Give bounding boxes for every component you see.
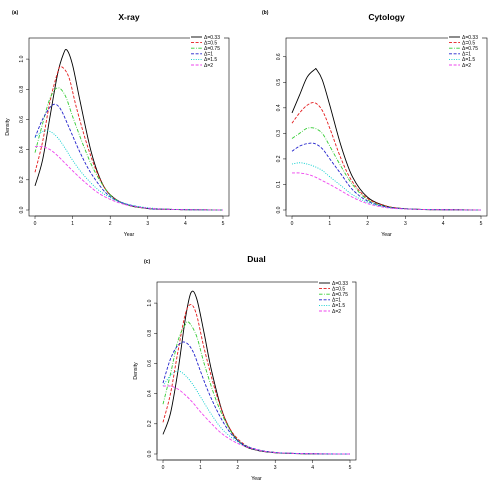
x-axis-label: Year	[251, 476, 262, 482]
series-line-1	[291, 67, 482, 211]
series-line-5	[34, 130, 224, 211]
legend-background	[190, 34, 224, 70]
series-line-2	[291, 102, 482, 211]
y-tick-label: 0.1	[276, 181, 282, 188]
y-tick-label: 0.2	[276, 155, 282, 162]
series-line-3	[162, 321, 351, 455]
y-tick-label: 0.6	[147, 360, 153, 367]
x-tick-label: 3	[404, 221, 407, 227]
series-line-2	[34, 65, 224, 211]
y-tick-label: 0.6	[19, 116, 25, 123]
y-axis-label: Density	[5, 118, 11, 136]
x-tick-label: 5	[480, 221, 483, 227]
series-line-1	[34, 48, 224, 211]
legend-label: Δ=1.5	[332, 303, 345, 309]
series-line-5	[291, 162, 482, 211]
legend-label: Δ=1.5	[462, 57, 475, 63]
legend-label: Δ=0.75	[204, 46, 220, 52]
x-tick-label: 2	[109, 221, 112, 227]
x-tick-label: 5	[222, 221, 225, 227]
legend-label: Δ=0.5	[204, 40, 217, 46]
x-tick-label: 1	[71, 221, 74, 227]
legend-background	[318, 280, 352, 316]
series-line-4	[34, 103, 224, 211]
x-tick-label: 0	[162, 465, 165, 471]
x-tick-label: 4	[311, 465, 314, 471]
legend-label: Δ=2	[204, 63, 213, 69]
y-tick-label: 0.5	[276, 79, 282, 86]
y-tick-label: 1.0	[147, 299, 153, 306]
y-tick-label: 0.4	[276, 104, 282, 111]
chart-panel-3: (c) Dual 0 1 2 3 4 5 0.0 0.2 0.4 0.6 0.8 1.0 Year Densi…	[133, 254, 357, 482]
legend: Δ=0.33Δ=0.5Δ=0.75Δ=1Δ=1.5Δ=2	[190, 34, 224, 70]
series-line-4	[162, 341, 351, 455]
legend-label: Δ=2	[462, 63, 471, 69]
legend-label: Δ=0.33	[332, 281, 348, 287]
legend-label: Δ=0.33	[462, 35, 478, 41]
x-axis-label: Year	[381, 232, 392, 238]
x-tick-label: 1	[199, 465, 202, 471]
y-tick-label: 0.8	[19, 86, 25, 93]
y-tick-label: 0.2	[147, 420, 153, 427]
chart-title: Dual	[247, 254, 265, 264]
chart-panel-2: (b) Cytology 0 1 2 3 4 5 0.0 0.1 0.2 0.3 0.4 0.5 0.6 Ye…	[262, 10, 488, 238]
y-axis-label: Density	[133, 362, 139, 380]
y-tick-label: 0.6	[276, 53, 282, 60]
y-tick-label: 0.4	[19, 146, 25, 153]
legend-label: Δ=0.33	[204, 35, 220, 41]
panel-tag: (b)	[262, 10, 269, 16]
legend-label: Δ=0.5	[462, 40, 475, 46]
y-tick-label: 0.3	[276, 130, 282, 137]
y-tick-label: 0.4	[147, 390, 153, 397]
x-tick-label: 0	[291, 221, 294, 227]
legend: Δ=0.33Δ=0.5Δ=0.75Δ=1Δ=1.5Δ=2	[318, 280, 352, 316]
legend-background	[448, 34, 482, 70]
series-line-5	[162, 370, 351, 455]
series-line-2	[162, 304, 351, 455]
x-tick-label: 1	[328, 221, 331, 227]
series-line-6	[34, 145, 224, 211]
legend: Δ=0.33Δ=0.5Δ=0.75Δ=1Δ=1.5Δ=2	[448, 34, 482, 70]
x-tick-label: 5	[349, 465, 352, 471]
panel-tag: (a)	[12, 10, 18, 16]
legend-label: Δ=0.75	[332, 292, 348, 298]
y-tick-label: 1.0	[19, 55, 25, 62]
y-tick-label: 0.8	[147, 330, 153, 337]
series-line-3	[34, 87, 224, 211]
x-tick-label: 0	[34, 221, 37, 227]
x-tick-label: 3	[274, 465, 277, 471]
series-line-6	[291, 172, 482, 211]
chart-title: Cytology	[368, 12, 405, 22]
legend-label: Δ=1	[462, 52, 471, 58]
x-axis-label: Year	[124, 232, 135, 238]
x-tick-label: 2	[236, 465, 239, 471]
chart-panel-1: (a) X-ray 0 1 2 3 4 5 0.0 0.2 0.4 0.6 0.8 1.0 Year Dens…	[5, 10, 230, 238]
y-tick-label: 0.0	[147, 450, 153, 457]
legend-label: Δ=2	[332, 309, 341, 315]
chart-title: X-ray	[118, 12, 140, 22]
legend-label: Δ=1	[204, 52, 213, 58]
legend-label: Δ=1.5	[204, 57, 217, 63]
legend-label: Δ=0.75	[462, 46, 478, 52]
x-tick-label: 2	[366, 221, 369, 227]
x-tick-label: 3	[146, 221, 149, 227]
legend-label: Δ=0.5	[332, 286, 345, 292]
series-line-4	[291, 142, 482, 211]
legend-label: Δ=1	[332, 298, 341, 304]
x-tick-label: 4	[442, 221, 445, 227]
y-tick-label: 0.2	[19, 176, 25, 183]
y-tick-label: 0.0	[19, 206, 25, 213]
series-line-6	[162, 385, 351, 455]
y-tick-label: 0.0	[276, 206, 282, 213]
x-tick-label: 4	[184, 221, 187, 227]
panel-tag: (c)	[144, 259, 150, 265]
